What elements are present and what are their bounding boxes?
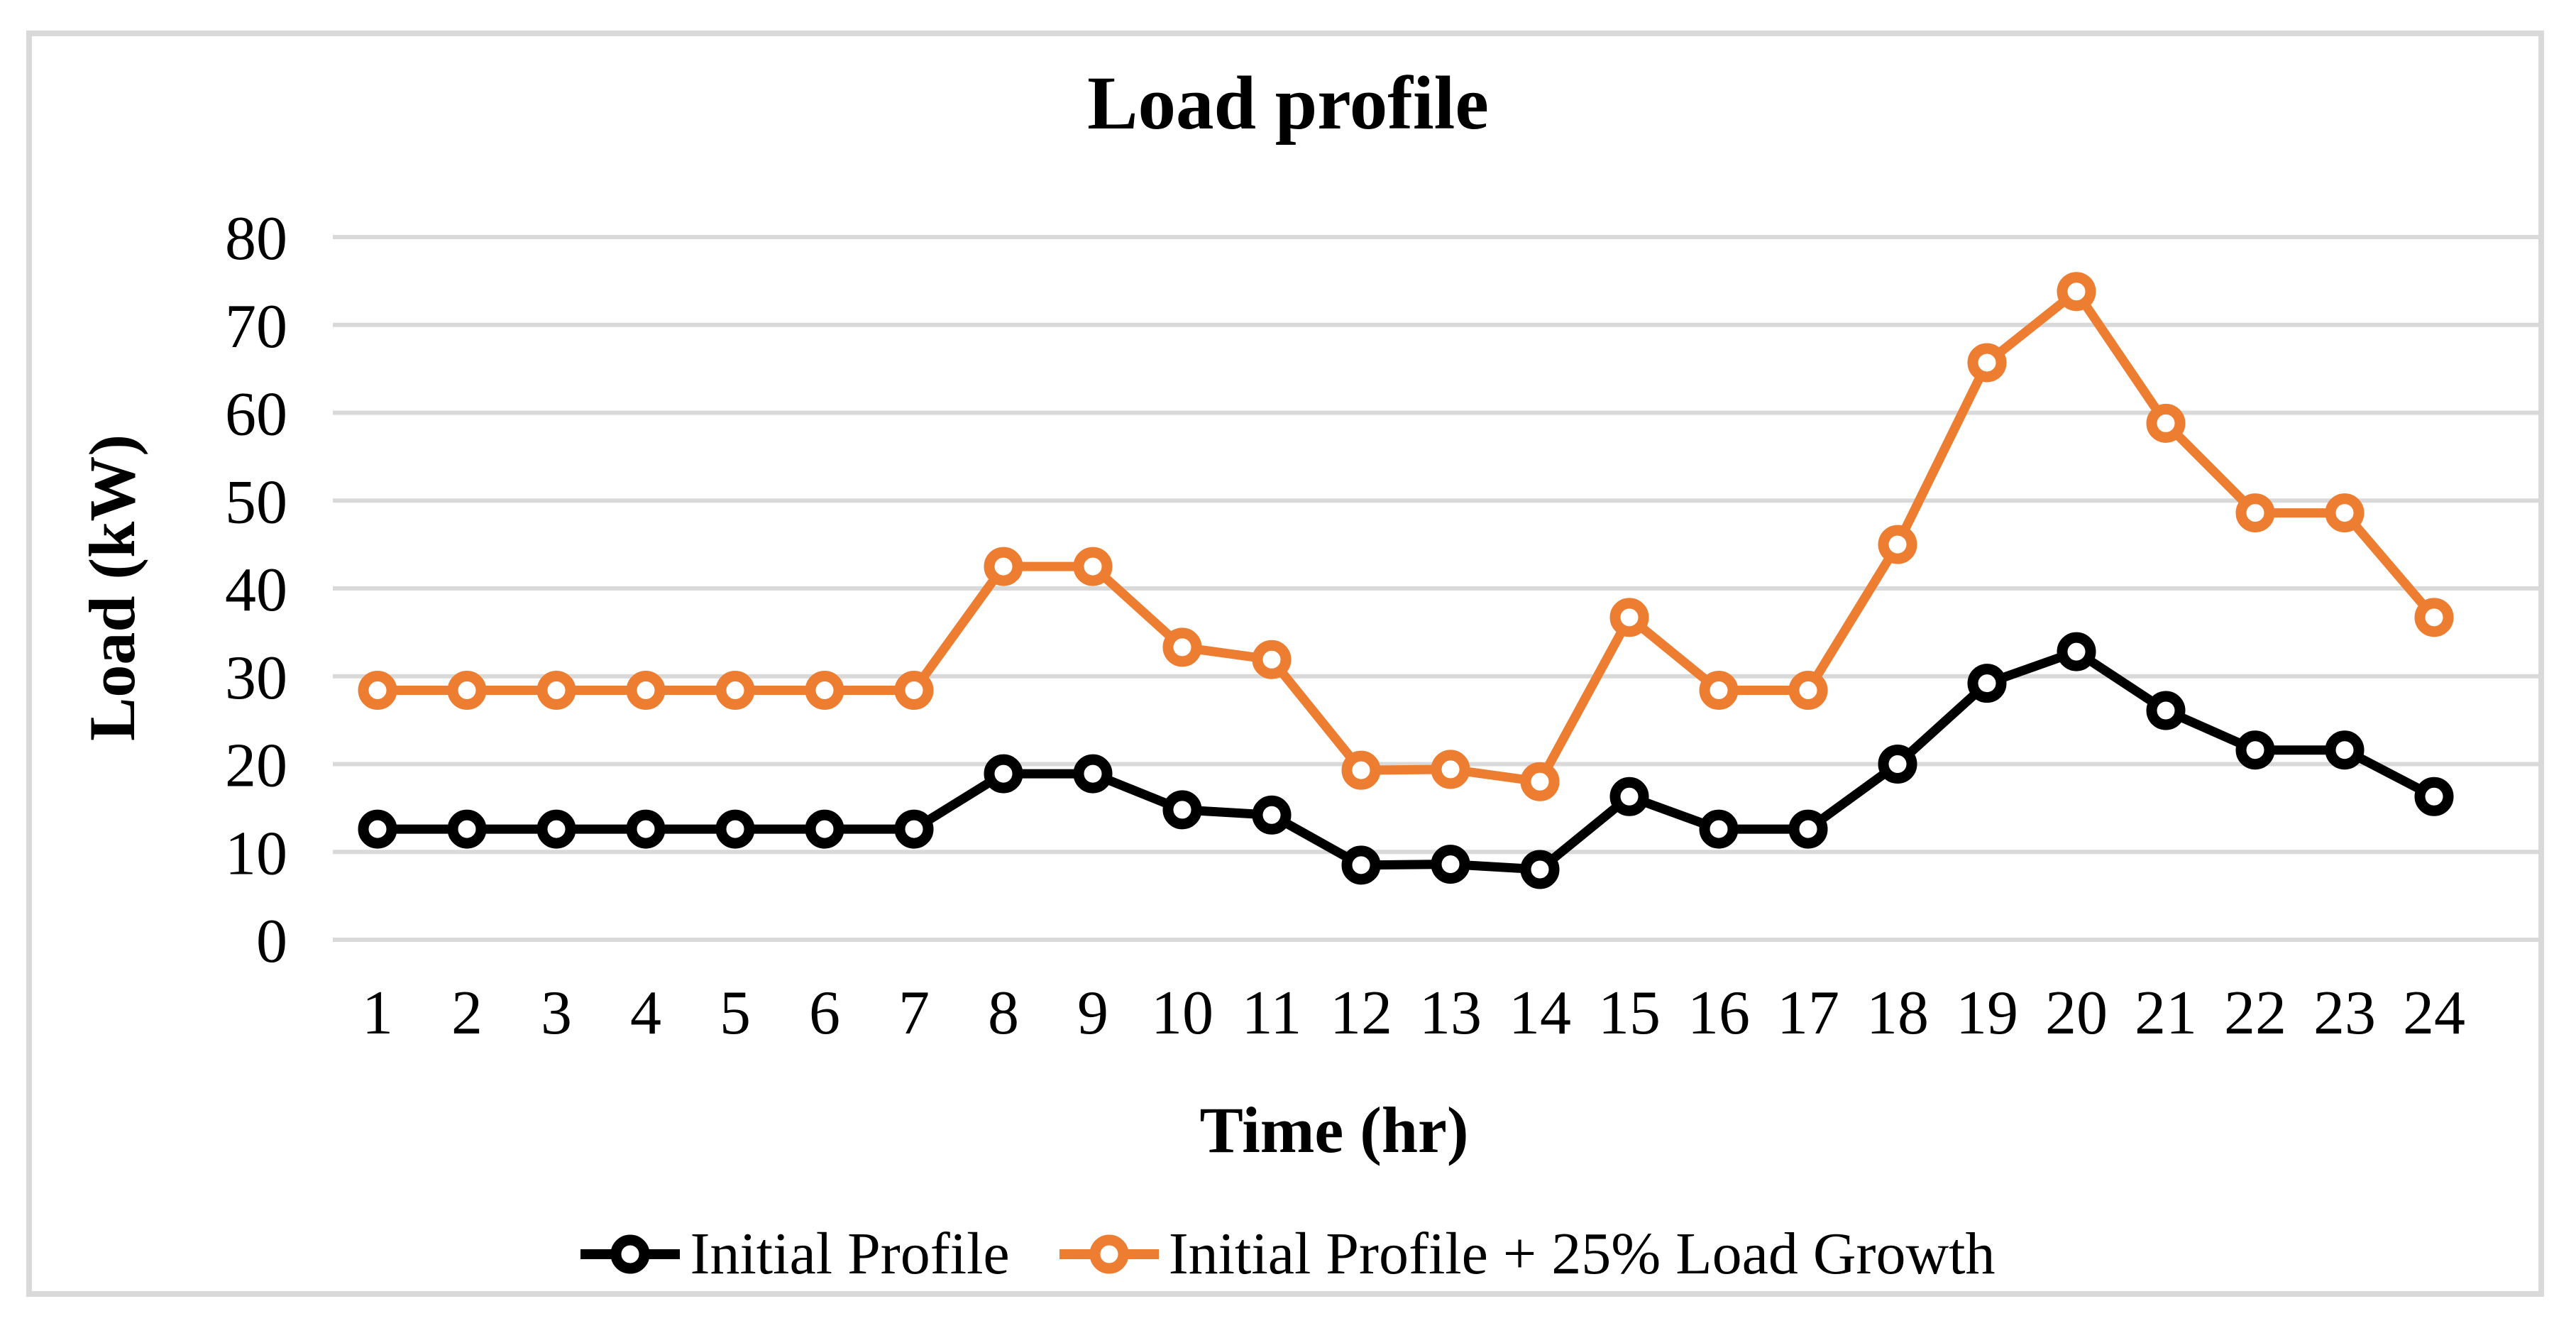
x-tick-label: 2 bbox=[451, 979, 483, 1048]
data-point-marker bbox=[2146, 691, 2186, 730]
data-point-marker bbox=[715, 809, 755, 849]
y-tick-label: 0 bbox=[256, 907, 287, 976]
legend: Initial Profile Initial Profile + 25% Lo… bbox=[0, 1219, 2576, 1288]
data-point-marker bbox=[447, 671, 487, 711]
data-point-marker bbox=[894, 671, 934, 711]
data-point-marker bbox=[358, 671, 397, 711]
y-tick-label: 50 bbox=[225, 468, 287, 537]
data-point-marker bbox=[1609, 777, 1649, 816]
data-point-marker bbox=[2057, 632, 2096, 671]
x-tick-label: 9 bbox=[1077, 979, 1108, 1048]
x-tick-label: 5 bbox=[720, 979, 751, 1048]
data-point-marker bbox=[2414, 598, 2454, 637]
legend-point-marker bbox=[610, 1234, 650, 1273]
x-tick-label: 11 bbox=[1242, 979, 1302, 1048]
data-point-marker bbox=[1878, 745, 1917, 784]
data-point-marker bbox=[626, 809, 666, 849]
data-point-marker bbox=[447, 809, 487, 849]
data-point-marker bbox=[2235, 493, 2275, 533]
data-point-marker bbox=[1252, 640, 1292, 679]
data-point-marker bbox=[2325, 730, 2365, 770]
data-point-marker bbox=[715, 671, 755, 711]
data-point-marker bbox=[1520, 850, 1560, 889]
x-tick-label: 7 bbox=[898, 979, 930, 1048]
data-point-marker bbox=[2235, 730, 2275, 770]
legend-label-initial-profile: Initial Profile bbox=[690, 1221, 1010, 1287]
data-point-marker bbox=[2057, 272, 2096, 312]
x-tick-label: 6 bbox=[809, 979, 840, 1048]
data-point-marker bbox=[1967, 664, 2007, 703]
data-point-marker bbox=[1788, 809, 1828, 849]
y-tick-label: 10 bbox=[225, 819, 287, 888]
data-point-marker bbox=[984, 754, 1023, 794]
x-tick-label: 1 bbox=[362, 979, 393, 1048]
data-point-marker bbox=[1609, 598, 1649, 637]
data-point-marker bbox=[1431, 750, 1470, 789]
data-point-marker bbox=[805, 809, 844, 849]
y-tick-label: 30 bbox=[225, 644, 287, 713]
data-point-marker bbox=[805, 671, 844, 711]
data-point-marker bbox=[2325, 493, 2365, 533]
data-point-marker bbox=[1162, 627, 1202, 667]
x-tick-label: 24 bbox=[2403, 979, 2465, 1048]
x-tick-label: 20 bbox=[2045, 979, 2108, 1048]
data-point-marker bbox=[2414, 777, 2454, 816]
data-point-marker bbox=[536, 671, 576, 711]
data-point-marker bbox=[984, 547, 1023, 586]
x-tick-label: 12 bbox=[1330, 979, 1392, 1048]
data-point-marker bbox=[1252, 795, 1292, 835]
x-tick-label: 14 bbox=[1509, 979, 1571, 1048]
x-tick-label: 8 bbox=[988, 979, 1019, 1048]
data-point-marker bbox=[1341, 750, 1381, 790]
y-tick-label: 70 bbox=[225, 292, 287, 361]
data-point-marker bbox=[536, 809, 576, 849]
x-tick-label: 23 bbox=[2313, 979, 2376, 1048]
data-point-marker bbox=[1073, 754, 1113, 794]
data-point-marker bbox=[1073, 547, 1113, 586]
x-axis-title: Time (hr) bbox=[1199, 1094, 1469, 1166]
x-tick-label: 3 bbox=[541, 979, 572, 1048]
chart-title: Load profile bbox=[1087, 62, 1489, 146]
x-tick-label: 13 bbox=[1419, 979, 1482, 1048]
x-tick-label: 4 bbox=[630, 979, 661, 1048]
data-point-marker bbox=[1162, 790, 1202, 830]
y-tick-label: 80 bbox=[225, 204, 287, 273]
y-tick-label: 40 bbox=[225, 556, 287, 625]
legend-item-initial-profile: Initial Profile bbox=[580, 1219, 1010, 1288]
x-tick-label: 21 bbox=[2135, 979, 2197, 1048]
data-point-marker bbox=[1878, 525, 1917, 564]
legend-marker-initial-profile bbox=[580, 1234, 681, 1273]
legend-marker-load-growth bbox=[1059, 1234, 1159, 1273]
data-point-marker bbox=[358, 809, 397, 849]
x-tick-label: 22 bbox=[2224, 979, 2286, 1048]
data-point-marker bbox=[1431, 845, 1470, 884]
data-point-marker bbox=[1699, 809, 1739, 849]
data-point-marker bbox=[1788, 671, 1828, 711]
series-line-2 bbox=[373, 287, 2439, 786]
legend-label-load-growth: Initial Profile + 25% Load Growth bbox=[1168, 1221, 1996, 1287]
data-point-marker bbox=[2146, 403, 2186, 443]
y-tick-label: 60 bbox=[225, 380, 287, 449]
x-tick-label: 18 bbox=[1866, 979, 1929, 1048]
x-tick-label: 17 bbox=[1777, 979, 1839, 1048]
data-point-marker bbox=[1967, 343, 2007, 383]
x-tick-label: 10 bbox=[1151, 979, 1213, 1048]
x-tick-label: 16 bbox=[1688, 979, 1750, 1048]
legend-item-load-growth: Initial Profile + 25% Load Growth bbox=[1059, 1219, 1996, 1288]
data-point-marker bbox=[1341, 845, 1381, 885]
data-point-marker bbox=[1699, 671, 1739, 711]
legend-point-marker bbox=[1089, 1234, 1129, 1273]
series-line-1 bbox=[373, 647, 2439, 874]
data-point-marker bbox=[894, 809, 934, 849]
y-tick-label: 20 bbox=[225, 732, 287, 801]
x-tick-label: 15 bbox=[1598, 979, 1661, 1048]
x-tick-label: 19 bbox=[1956, 979, 2018, 1048]
data-point-marker bbox=[626, 671, 666, 711]
data-point-marker bbox=[1520, 762, 1560, 801]
